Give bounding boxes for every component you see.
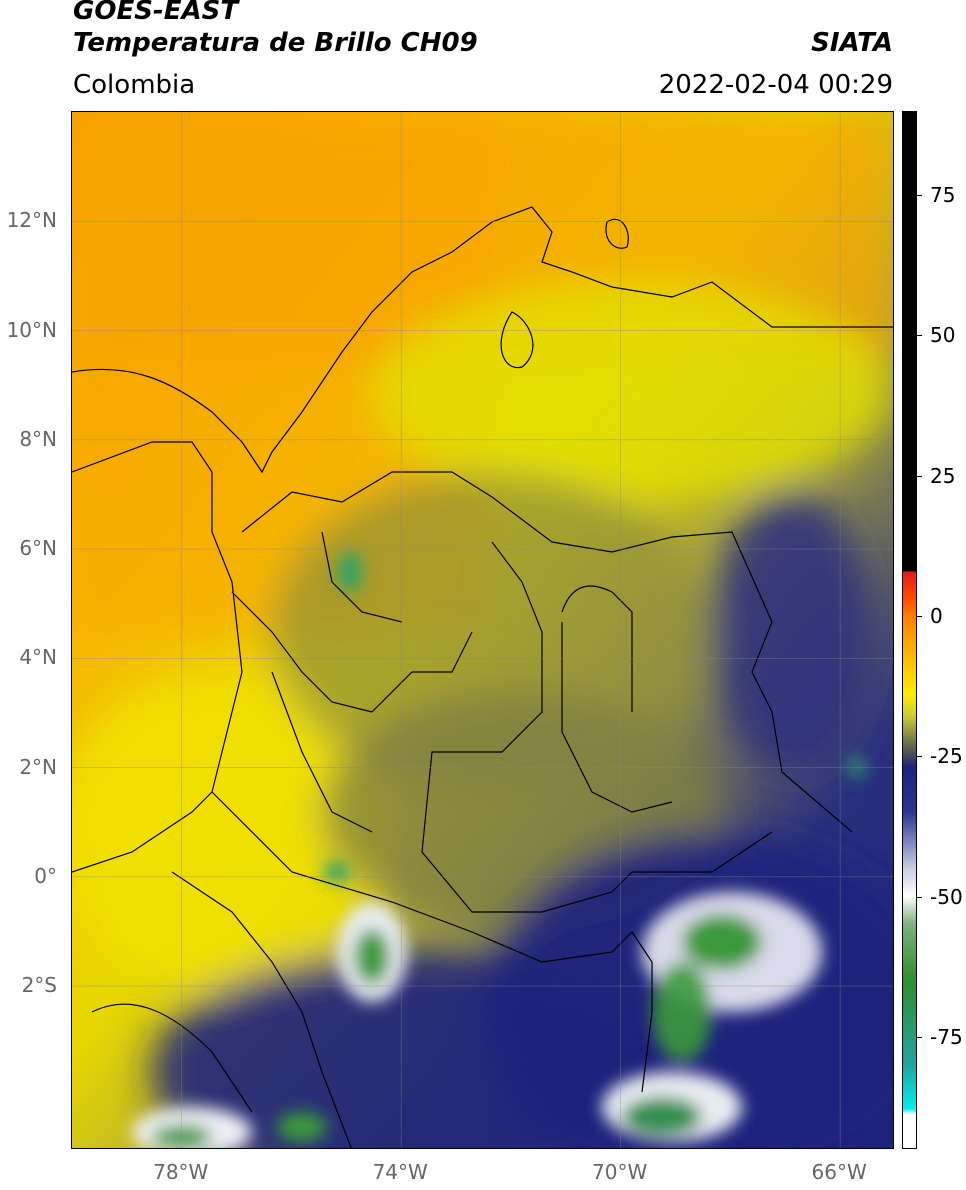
colorbar-tick-label: -50 <box>930 884 963 909</box>
product-title: Temperatura de Brillo CH09 <box>73 28 478 58</box>
map-canvas <box>72 112 893 1148</box>
colorbar-tick <box>917 1036 922 1038</box>
lat-tick-label: 10°N <box>6 317 57 342</box>
coastlines-borders <box>72 206 893 1148</box>
colorbar-tick-label: 75 <box>930 183 956 208</box>
lon-tick-label: 66°W <box>811 1160 867 1184</box>
colorbar-tick <box>917 335 922 337</box>
colorbar-tick-label: 25 <box>930 463 956 488</box>
lat-tick-label: 6°N <box>19 536 57 561</box>
colorbar-tick-label: -25 <box>930 744 963 769</box>
satellite-title: GOES-EAST <box>73 0 239 26</box>
satellite-map <box>71 111 894 1149</box>
lat-tick-label: 2°S <box>21 973 57 998</box>
colorbar <box>902 111 917 1149</box>
lat-tick-label: 2°N <box>19 754 57 779</box>
lat-tick-label: 8°N <box>19 426 57 451</box>
colorbar-tick-label: 50 <box>930 323 956 348</box>
colorbar-tick <box>917 615 922 617</box>
colorbar-tick <box>917 756 922 758</box>
colorbar-tick <box>917 195 922 197</box>
lat-tick-label: 0° <box>34 863 57 888</box>
lon-tick-label: 74°W <box>372 1160 428 1184</box>
colorbar-tick-label: -75 <box>930 1024 963 1049</box>
organization-label: SIATA <box>811 28 893 58</box>
lon-tick-label: 78°W <box>153 1160 209 1184</box>
colorbar-tick <box>917 475 922 477</box>
cold-cloud-tops <box>132 552 865 1148</box>
graticule <box>72 112 893 1148</box>
datetime-label: 2022-02-04 00:29 <box>658 70 893 100</box>
colorbar-tick <box>917 896 922 898</box>
lat-tick-label: 4°N <box>19 645 57 670</box>
region-label: Colombia <box>73 70 196 100</box>
colorbar-tick-label: 0 <box>930 603 943 628</box>
lat-tick-label: 12°N <box>6 208 57 233</box>
lon-tick-label: 70°W <box>592 1160 648 1184</box>
